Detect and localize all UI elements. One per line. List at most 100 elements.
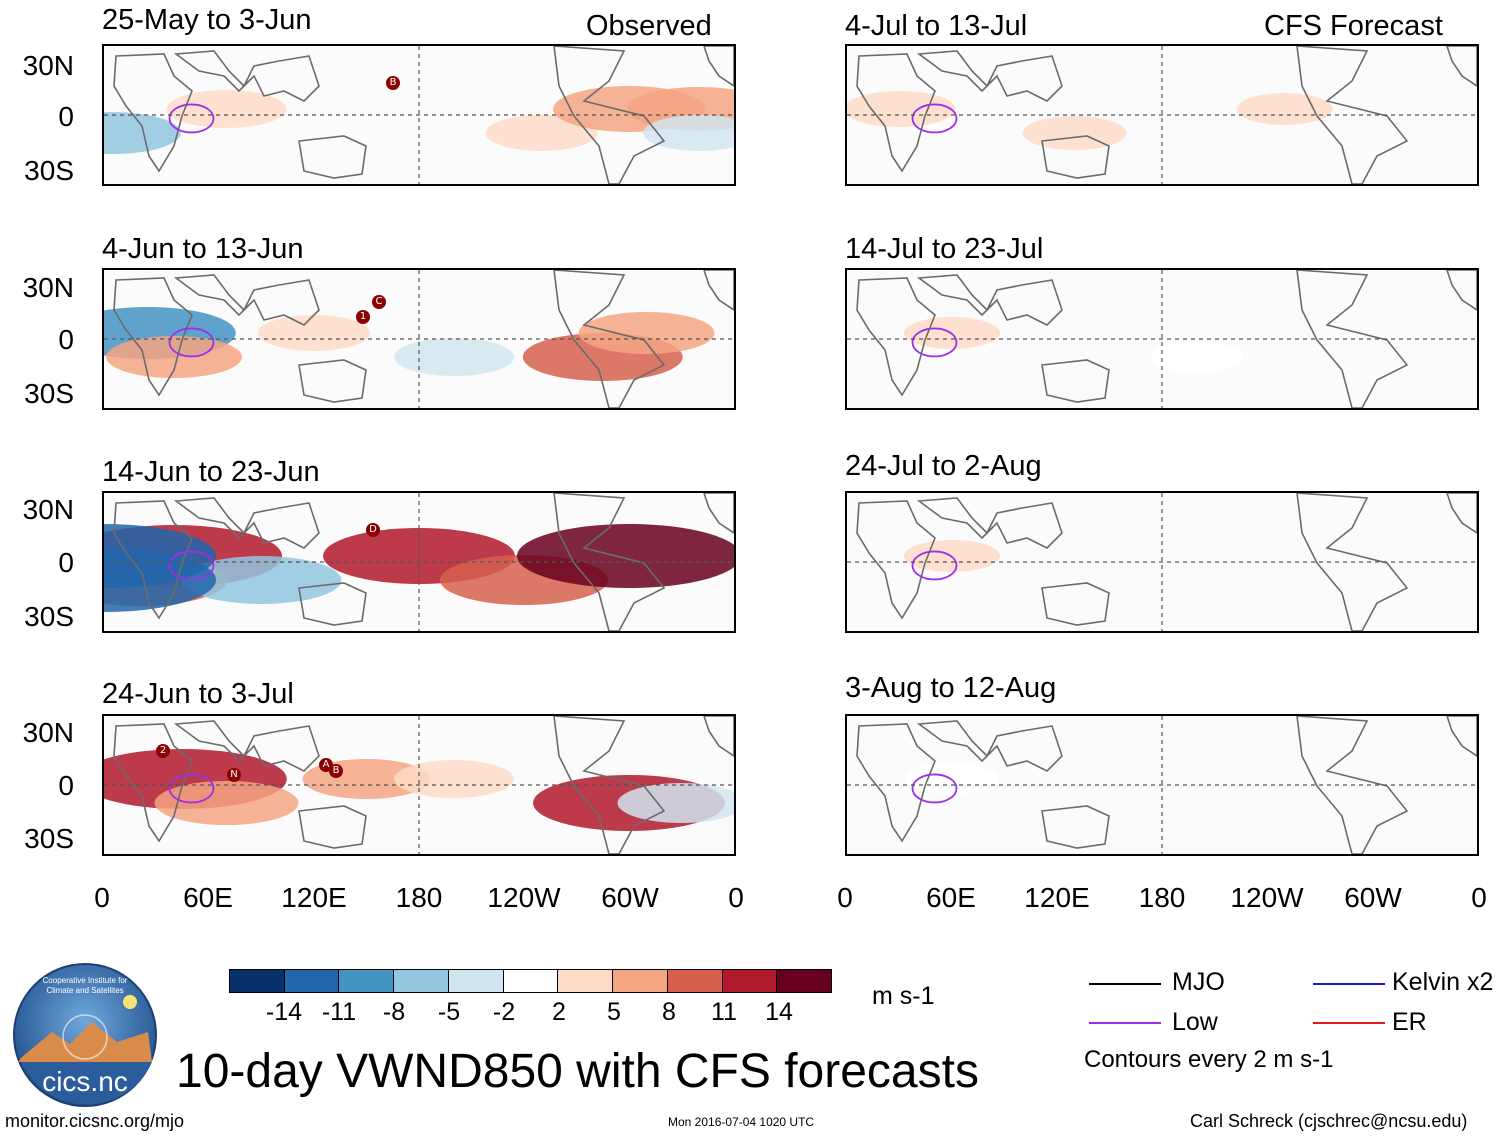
lon-label: 60E [183,882,233,913]
low-contour [911,103,958,134]
lat-label: 30S [24,378,74,409]
coastline [173,497,320,549]
lon-label: 0 [728,882,744,913]
logo-ring-text: Cooperative Institute for Climate and Sa… [42,976,128,995]
storm-marker: 1 [356,310,370,324]
lat-label: 30S [24,155,74,186]
coastline [703,270,734,311]
lon-label: 120E [281,882,347,913]
lon-label: 0 [94,882,110,913]
coastline [703,716,734,757]
coastline [916,497,1063,549]
footer-timestamp: Mon 2016-07-04 1020 UTC [668,1115,815,1129]
low-contour [168,550,215,581]
colorbar-tick: -14 [265,998,303,1026]
map-canvas [104,46,734,184]
map-canvas [847,46,1477,184]
panel-title: 25-May to 3-Jun [102,4,312,36]
wind-anomaly-region [394,338,514,376]
coastline [1446,46,1477,87]
wind-anomaly-region [104,548,216,612]
legend-line-mjo [1089,983,1161,985]
wind-anomaly-region [181,556,342,604]
map-panel-forecast-4 [845,714,1479,856]
coastline [916,50,1063,102]
coastline [298,359,367,403]
colorbar-tick: 2 [552,998,566,1026]
wind-anomaly-region [643,115,734,151]
wind-anomaly-region [394,760,514,798]
wind-anomaly-region [847,91,956,127]
coastline [1446,716,1477,757]
panel-title: 3-Aug to 12-Aug [845,672,1057,704]
storm-marker: D [366,523,380,537]
coastline [856,277,936,397]
map-panel-observed-3: D [102,491,736,633]
wind-anomaly-region [517,524,734,588]
panel-title: 24-Jul to 2-Aug [845,450,1042,482]
legend-label: Kelvin x2 [1392,968,1494,996]
lon-label: 180 [395,882,443,913]
forecast-label: CFS Forecast [1264,10,1443,42]
coastline [703,46,734,87]
footer-author: Carl Schreck (cjschrec@ncsu.edu) [1190,1111,1468,1131]
panel-title: 4-Jul to 13-Jul [845,10,1028,42]
colorbar-swatch [394,970,449,992]
lat-label: 0 [58,101,74,132]
map-canvas [847,716,1477,854]
colorbar-units: m s-1 [872,982,935,1010]
coastline [916,720,1063,772]
storm-marker: B [386,76,400,90]
lat-label: 0 [58,324,74,355]
coastline [1296,46,1409,184]
map-canvas [847,270,1477,408]
panel-title: 4-Jun to 13-Jun [102,233,304,265]
coastline [1446,270,1477,311]
colorbar-swatch [448,970,504,992]
colorbar [229,969,832,993]
logo-text: cics.nc [42,1066,128,1097]
map-canvas [104,716,734,854]
coastline [1296,270,1409,408]
panel-title: 24-Jun to 3-Jul [102,678,294,710]
coastline [113,53,193,173]
colorbar-swatch [667,970,723,992]
lat-label: 30N [22,50,74,81]
wind-anomaly-region [154,781,299,825]
wind-anomaly-region [485,115,598,151]
panel-title: 14-Jun to 23-Jun [102,456,320,488]
wind-anomaly-region [106,336,242,378]
lon-label: 120W [487,882,561,913]
legend-line-er [1313,1022,1385,1024]
wind-anomaly-region [104,112,181,154]
coastline [113,277,193,397]
coastline [173,50,320,102]
map-canvas [847,493,1477,631]
colorbar-tick: 8 [662,998,676,1026]
coastline [1041,135,1110,179]
colorbar-tick: 5 [607,998,621,1026]
legend-label: ER [1392,1008,1427,1036]
coastline [173,720,320,772]
wind-anomaly-region [1150,341,1244,373]
lat-label: 0 [58,770,74,801]
legend-label: MJO [1172,968,1225,996]
lon-label: 120E [1024,882,1090,913]
lat-label: 30N [22,717,74,748]
colorbar-swatch [722,970,778,992]
coastline [553,716,666,854]
coastline [703,493,734,534]
map-panel-forecast-1 [845,44,1479,186]
lon-label: 180 [1138,882,1186,913]
map-canvas [104,270,734,408]
legend-note: Contours every 2 m s-1 [1084,1046,1334,1073]
lat-label: 30S [24,823,74,854]
coastline [553,493,666,631]
coastline [553,46,666,184]
coastline [113,723,193,843]
colorbar-tick: 11 [711,998,737,1026]
coastline [856,53,936,173]
colorbar-swatch [230,970,285,992]
lon-label: 0 [837,882,853,913]
coastline [1446,493,1477,534]
